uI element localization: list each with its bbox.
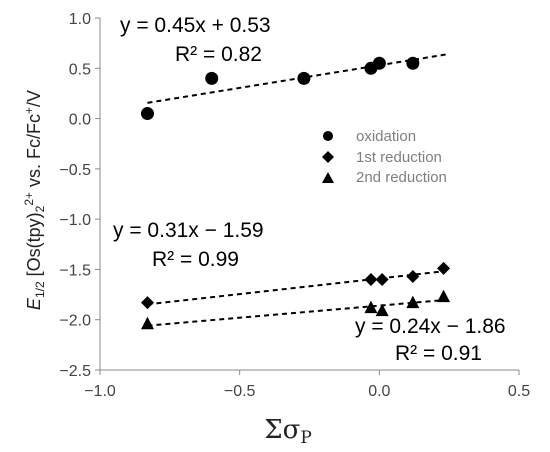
axis-ticks: 1.0 0.5 0.0 −0.5 −1.0 −1.5 −2.0 −2.5 −1.0 −0.5 0.0…	[59, 11, 530, 400]
y-axis-label-plus: +	[22, 107, 36, 114]
data-point-2nd-reduction	[406, 295, 420, 309]
legend-marker-oxidation	[323, 131, 333, 141]
data-point-oxidation	[297, 71, 311, 85]
y-tick-label: 1.0	[69, 11, 91, 28]
data-point-1st-reduction	[140, 296, 154, 310]
y-tick-label: −2.0	[59, 313, 91, 330]
legend-marker-1st-reduction	[322, 151, 334, 163]
x-axis-label-main: Σσ	[264, 415, 300, 445]
trendlines	[147, 53, 447, 327]
data-point-2nd-reduction	[375, 303, 389, 317]
y-axis-label-charge: 2+	[22, 192, 36, 206]
x-tick-label: −0.5	[224, 383, 256, 400]
data-point-2nd-reduction	[437, 289, 451, 303]
legend-marker-2nd-reduction	[322, 172, 334, 183]
data-point-oxidation	[406, 56, 420, 70]
data-point-2nd-reduction	[364, 300, 378, 314]
r2-1st-reduction: R² = 0.99	[152, 248, 239, 271]
r2-oxidation: R² = 0.82	[175, 43, 262, 66]
trendline-1st-reduction	[147, 270, 444, 306]
y-tick-label: 0.0	[69, 112, 91, 129]
y-axis-label-sub2: 2	[33, 205, 47, 212]
y-axis-label-complex: [Os(tpy)	[24, 212, 44, 281]
y-tick-label: −2.5	[59, 363, 91, 380]
y-axis-label-vs: vs. Fc/Fc	[24, 114, 44, 192]
data-point-oxidation	[140, 107, 154, 121]
x-tick-label: −1.0	[84, 383, 116, 400]
y-axis-label-e-sub: 1/2	[33, 281, 47, 298]
legend: oxidation 1st reduction 2nd reduction	[322, 128, 447, 186]
data-point-oxidation	[205, 71, 219, 85]
legend-label-2nd-reduction: 2nd reduction	[356, 169, 447, 186]
y-tick-label: −1.5	[59, 262, 91, 279]
y-tick-label: 0.5	[69, 61, 91, 78]
trendline-oxidation	[147, 53, 447, 104]
data-point-1st-reduction	[364, 272, 378, 286]
legend-label-oxidation: oxidation	[356, 128, 416, 145]
y-tick-label: −1.0	[59, 212, 91, 229]
equation-oxidation: y = 0.45x + 0.53	[120, 14, 271, 37]
x-axis-label: ΣσP	[264, 415, 312, 448]
trendline-2nd-reduction	[147, 299, 444, 327]
y-tick-label: −0.5	[59, 162, 91, 179]
data-point-oxidation	[372, 56, 386, 70]
legend-label-1st-reduction: 1st reduction	[356, 149, 442, 166]
data-point-1st-reduction	[437, 261, 451, 275]
data-point-2nd-reduction	[140, 316, 154, 330]
y-axis-label-unit: /V	[24, 90, 44, 107]
y-axis-label: E1/2 [Os(tpy)22+ vs. Fc/Fc+/V	[22, 90, 47, 310]
x-tick-label: 0.0	[368, 383, 390, 400]
data-point-1st-reduction	[406, 269, 420, 283]
x-tick-label: 0.5	[508, 383, 530, 400]
equation-2nd-reduction: y = 0.24x − 1.86	[355, 315, 506, 338]
data-points	[140, 56, 451, 330]
data-point-1st-reduction	[375, 272, 389, 286]
r2-2nd-reduction: R² = 0.91	[395, 342, 482, 365]
y-axis-label-e: E	[24, 297, 44, 310]
equation-1st-reduction: y = 0.31x − 1.59	[113, 219, 264, 242]
x-axis-label-sub: P	[300, 428, 311, 448]
